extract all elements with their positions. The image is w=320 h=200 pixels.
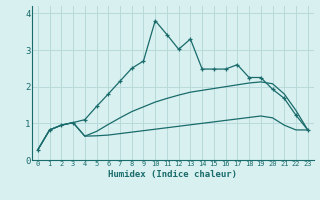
X-axis label: Humidex (Indice chaleur): Humidex (Indice chaleur) (108, 170, 237, 179)
